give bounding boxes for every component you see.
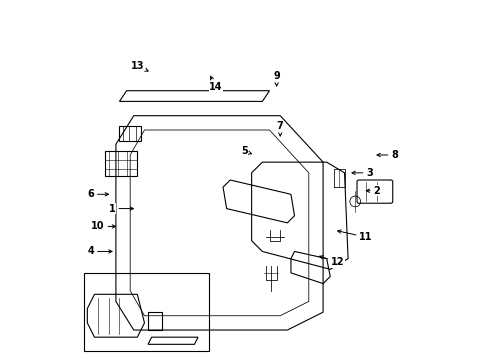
- Text: 5: 5: [241, 147, 251, 157]
- Text: 8: 8: [376, 150, 397, 160]
- Text: 13: 13: [130, 61, 148, 71]
- Text: 14: 14: [209, 76, 222, 92]
- Text: 6: 6: [87, 189, 108, 199]
- Text: 7: 7: [276, 121, 283, 136]
- Text: 2: 2: [366, 186, 379, 196]
- Text: 4: 4: [87, 247, 112, 256]
- Text: 1: 1: [109, 203, 133, 213]
- Text: 11: 11: [337, 230, 372, 242]
- Text: 3: 3: [351, 168, 372, 178]
- Text: 9: 9: [273, 71, 280, 86]
- Text: 10: 10: [91, 221, 115, 231]
- Text: 12: 12: [319, 256, 344, 267]
